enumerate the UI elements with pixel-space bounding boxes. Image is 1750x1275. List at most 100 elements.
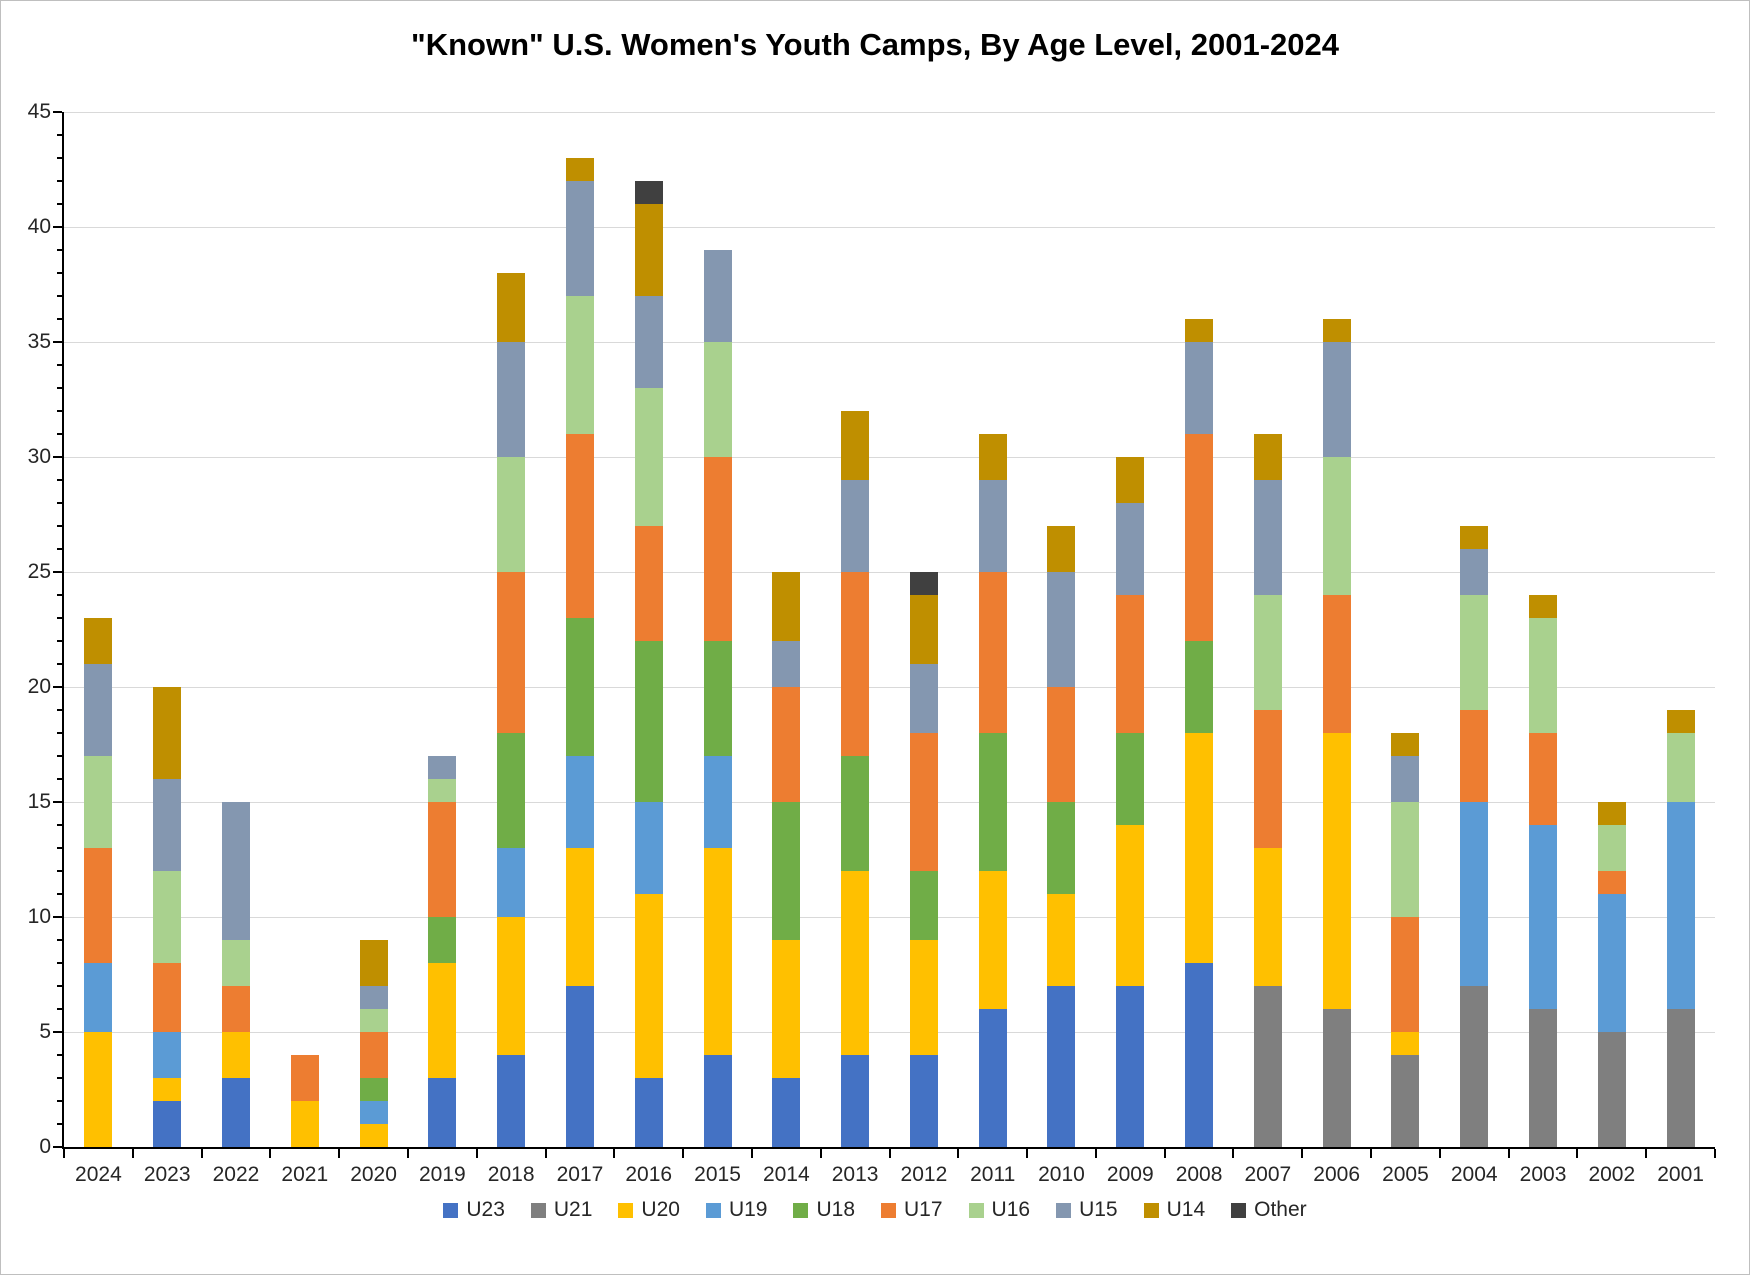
gridline-y-35 bbox=[64, 342, 1715, 343]
bar-segment-2009-U17 bbox=[1116, 595, 1145, 733]
bar-segment-2023-U17 bbox=[153, 963, 182, 1032]
x-tick-0 bbox=[63, 1149, 65, 1158]
bar-segment-2008-U23 bbox=[1185, 963, 1214, 1147]
bar-segment-2014-U20 bbox=[772, 940, 801, 1078]
bar-segment-2005-U21 bbox=[1391, 1055, 1420, 1147]
bar-segment-2012-U14 bbox=[909, 595, 938, 664]
x-tick-2 bbox=[200, 1149, 203, 1158]
gridline-y-45 bbox=[64, 112, 1715, 113]
bar-segment-2008-U15 bbox=[1185, 342, 1214, 434]
bar-segment-2002-U19 bbox=[1597, 894, 1626, 1032]
x-axis-label-2021: 2021 bbox=[281, 1163, 329, 1186]
legend-swatch-icon-U23 bbox=[443, 1202, 459, 1218]
bar-segment-2007-U14 bbox=[1253, 434, 1282, 480]
bar-segment-2010-U18 bbox=[1047, 802, 1076, 894]
y-minor-tick-34 bbox=[57, 364, 62, 366]
x-axis-label-2016: 2016 bbox=[625, 1163, 673, 1186]
x-axis-label-2009: 2009 bbox=[1106, 1163, 1154, 1186]
bar-segment-2017-U15 bbox=[565, 181, 594, 296]
bar-segment-2012-U18 bbox=[909, 871, 938, 940]
y-axis-line bbox=[62, 112, 64, 1147]
bar-segment-2018-U16 bbox=[497, 457, 526, 572]
legend-item-U17: U17 bbox=[881, 1198, 943, 1222]
y-minor-tick-32 bbox=[57, 410, 62, 412]
legend: U23 U21 U20 U19 U18 U17 U16 U15 U14 Other bbox=[1, 1193, 1749, 1227]
y-major-tick-45 bbox=[53, 111, 62, 113]
x-tick-8 bbox=[613, 1149, 616, 1158]
bar-segment-2016-U23 bbox=[634, 1078, 663, 1147]
bar-segment-2021-U17 bbox=[290, 1055, 319, 1101]
x-tick-5 bbox=[406, 1149, 409, 1158]
x-axis-label-2011: 2011 bbox=[970, 1163, 1016, 1186]
x-axis-label-2006: 2006 bbox=[1313, 1163, 1360, 1186]
y-minor-tick-43 bbox=[57, 157, 62, 159]
y-axis-label-30: 30 bbox=[27, 445, 51, 468]
y-minor-tick-29 bbox=[57, 479, 62, 481]
bar-segment-2009-U20 bbox=[1116, 825, 1145, 986]
bar-segment-2016-U15 bbox=[634, 296, 663, 388]
bar-segment-2007-U21 bbox=[1253, 986, 1282, 1147]
y-major-tick-10 bbox=[53, 916, 62, 918]
bar-segment-2008-U20 bbox=[1185, 733, 1214, 963]
y-minor-tick-31 bbox=[57, 433, 62, 435]
bar-segment-2011-U18 bbox=[978, 733, 1007, 871]
bar-segment-2024-U17 bbox=[84, 848, 113, 963]
y-major-tick-25 bbox=[53, 571, 62, 573]
bar-segment-2013-U20 bbox=[841, 871, 870, 1055]
y-minor-tick-22 bbox=[57, 640, 62, 642]
legend-item-U23: U23 bbox=[443, 1198, 505, 1222]
y-minor-tick-27 bbox=[57, 525, 62, 527]
x-tick-4 bbox=[338, 1149, 341, 1158]
bar-segment-2011-U14 bbox=[978, 434, 1007, 480]
bar-segment-2023-U23 bbox=[153, 1101, 182, 1147]
y-axis-label-5: 5 bbox=[39, 1020, 51, 1043]
y-axis-label-10: 10 bbox=[27, 905, 51, 928]
bar-segment-2017-U17 bbox=[565, 434, 594, 618]
x-axis-label-2012: 2012 bbox=[900, 1163, 948, 1186]
bar-segment-2005-U17 bbox=[1391, 917, 1420, 1032]
y-minor-tick-2 bbox=[57, 1100, 62, 1102]
x-axis-label-2020: 2020 bbox=[350, 1163, 397, 1186]
y-major-tick-35 bbox=[53, 341, 62, 343]
bar-segment-2011-U17 bbox=[978, 572, 1007, 733]
x-axis-label-2023: 2023 bbox=[143, 1163, 191, 1186]
x-axis-label-2003: 2003 bbox=[1519, 1163, 1567, 1186]
bar-segment-2010-U23 bbox=[1047, 986, 1076, 1147]
bar-segment-2010-U14 bbox=[1047, 526, 1076, 572]
y-axis-label-35: 35 bbox=[27, 330, 51, 353]
y-minor-tick-16 bbox=[57, 778, 62, 780]
y-minor-tick-14 bbox=[57, 824, 62, 826]
x-tick-10 bbox=[750, 1149, 753, 1158]
gridline-y-40 bbox=[64, 227, 1715, 228]
bar-segment-2007-U20 bbox=[1253, 848, 1282, 986]
y-minor-tick-3 bbox=[57, 1077, 62, 1079]
bar-segment-2020-U16 bbox=[359, 1009, 388, 1032]
legend-swatch-icon-U19 bbox=[705, 1202, 721, 1218]
x-tick-12 bbox=[888, 1149, 891, 1158]
x-axis-label-2002: 2002 bbox=[1588, 1163, 1636, 1186]
x-axis-label-2004: 2004 bbox=[1450, 1163, 1498, 1186]
bar-segment-2015-U15 bbox=[703, 250, 732, 342]
bar-segment-2003-U21 bbox=[1529, 1009, 1558, 1147]
y-minor-tick-37 bbox=[57, 295, 62, 297]
x-axis-label-2005: 2005 bbox=[1382, 1163, 1429, 1186]
y-minor-tick-36 bbox=[57, 318, 62, 320]
y-major-tick-0 bbox=[53, 1146, 62, 1148]
x-axis-label-2001: 2001 bbox=[1657, 1163, 1704, 1186]
bar-segment-2016-Other bbox=[634, 181, 663, 204]
x-tick-3 bbox=[269, 1149, 272, 1158]
y-minor-tick-7 bbox=[57, 985, 62, 987]
bar-segment-2010-U15 bbox=[1047, 572, 1076, 687]
y-major-tick-15 bbox=[53, 801, 62, 803]
x-tick-24 bbox=[1714, 1149, 1716, 1158]
x-tick-23 bbox=[1645, 1149, 1648, 1158]
bar-segment-2004-U17 bbox=[1460, 710, 1489, 802]
bar-segment-2022-U16 bbox=[221, 940, 250, 986]
bar-segment-2017-U16 bbox=[565, 296, 594, 434]
y-minor-tick-42 bbox=[57, 180, 62, 182]
x-tick-7 bbox=[544, 1149, 547, 1158]
bar-segment-2003-U17 bbox=[1529, 733, 1558, 825]
x-axis-line bbox=[62, 1147, 1715, 1149]
bar-segment-2005-U14 bbox=[1391, 733, 1420, 756]
